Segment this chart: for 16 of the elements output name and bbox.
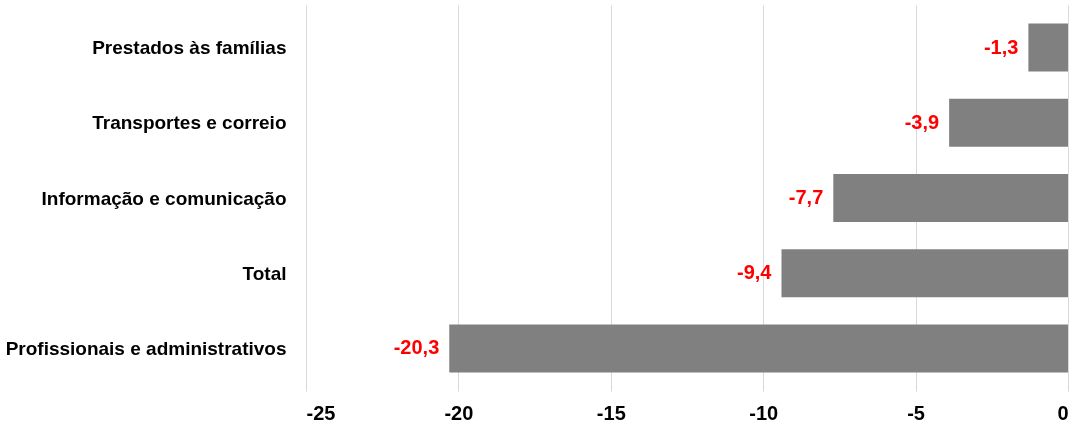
x-tick-label: -10 [749,401,779,424]
data-label: -7,7 [788,186,824,208]
y-tick-label: Profissionais e administrativos [5,337,287,359]
x-tick-label: -25 [306,401,336,424]
y-tick-label: Prestados às famílias [92,37,287,59]
data-label: -20,3 [393,336,440,359]
x-tick-label: -15 [596,401,626,424]
y-tick-label: Informação e comunicação [41,187,287,209]
data-label: -1,3 [983,35,1019,58]
y-tick-label: Transportes e correio [92,112,287,134]
data-label: -9,4 [737,261,773,284]
x-tick-label: -20 [444,401,474,424]
y-tick-label: Total [242,262,287,284]
data-label: -3,9 [904,110,940,133]
x-tick-label: 0 [1057,401,1069,424]
x-tick-label: -5 [907,401,925,424]
